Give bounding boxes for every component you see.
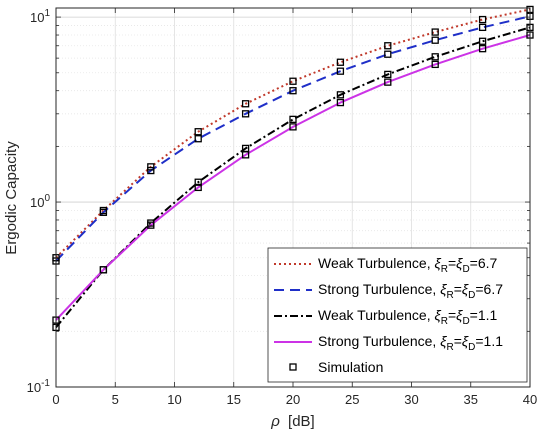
x-tick-label: 35 (464, 392, 478, 407)
x-tick-label: 40 (523, 392, 537, 407)
simulation-marker (147, 163, 155, 171)
simulation-marker (478, 23, 487, 32)
x-axis-label: ρ [dB] (270, 413, 314, 430)
simulation-marker (289, 77, 297, 85)
legend-label-part: ξ (456, 307, 463, 323)
x-tick-label: 30 (404, 392, 418, 407)
y-tick-label-exponent: 1 (44, 8, 50, 19)
series-line-4 (55, 34, 531, 321)
simulation-marker (384, 50, 392, 58)
legend-label-simulation: Simulation (318, 359, 383, 375)
simulation-marker (194, 128, 202, 136)
x-tick-label: 5 (112, 392, 119, 407)
x-axis-ticks: 0 5 10 15 20 25 30 35 40 (52, 8, 537, 407)
simulation-marker (99, 208, 108, 216)
simulation-marker (241, 110, 250, 118)
legend-label-part: =1.1 (475, 333, 503, 349)
legend-label-4: Strong Turbulence, ξR=ξD=1.1 (318, 333, 503, 353)
legend-label-part: ξ (462, 333, 469, 349)
legend-label-part: = (454, 281, 462, 297)
y-tick-label: 100 (30, 193, 50, 210)
legend-label-1: Weak Turbulence, ξR=ξD=6.7 (318, 255, 498, 275)
simulation-marker (478, 45, 487, 53)
legend-label-part: Weak Turbulence, (318, 255, 434, 271)
legend-label-part: ξ (440, 281, 447, 297)
simulation-marker (194, 183, 202, 192)
simulation-marker (336, 67, 345, 75)
simulation-marker (99, 266, 108, 274)
simulation-marker (147, 221, 155, 229)
legend-label-part: R (441, 264, 448, 275)
simulation-marker (478, 37, 487, 45)
y-tick-label: 10-1 (27, 378, 51, 395)
legend-label-part: D (468, 290, 475, 301)
simulation-marker (241, 151, 250, 159)
legend-label-part: = (448, 307, 456, 323)
legend-marker-simulation (289, 363, 297, 371)
simulation-marker (431, 36, 439, 44)
legend-label-part: D (468, 342, 475, 353)
simulation-marker (194, 178, 202, 186)
legend-label-part: R (441, 316, 448, 327)
simulation-marker (336, 58, 345, 66)
series-line-3 (55, 26, 531, 329)
simulation-marker (289, 87, 297, 95)
x-tick-label: 0 (52, 392, 59, 407)
y-tick-label-base: 10 (30, 195, 44, 210)
legend-label-part: = (448, 255, 456, 271)
legend-label-part: =6.7 (475, 281, 503, 297)
legend-label-part: Weak Turbulence, (318, 307, 434, 323)
legend-label-part: R (446, 290, 453, 301)
x-tick-label: 10 (167, 392, 181, 407)
x-tick-label: 15 (227, 392, 241, 407)
legend-label-part: ξ (440, 333, 447, 349)
y-tick-label-exponent: 0 (44, 193, 50, 204)
simulation-marker (194, 135, 202, 143)
simulation-marker (336, 91, 345, 99)
simulation-marker (289, 123, 297, 131)
simulation-marker (289, 115, 297, 124)
simulation-marker (431, 60, 439, 69)
x-tick-label: 25 (345, 392, 359, 407)
simulation-marker (147, 166, 155, 175)
y-axis-label: Ergodic Capacity (3, 141, 20, 255)
legend-label-part: ξ (462, 281, 469, 297)
legend-label-part: =6.7 (470, 255, 498, 271)
y-tick-label-exponent: -1 (41, 378, 50, 389)
series-line-2 (55, 15, 531, 262)
series-layer (55, 8, 531, 329)
y-tick-label-base: 10 (27, 380, 41, 395)
legend-label-part: R (446, 342, 453, 353)
y-tick-label: 101 (30, 8, 50, 25)
legend-label-part: ξ (456, 255, 463, 271)
simulation-marker (241, 100, 250, 108)
legend-label-part: = (454, 333, 462, 349)
y-tick-label-base: 10 (30, 10, 44, 25)
simulation-marker (431, 28, 439, 36)
legend-label-part: D (462, 316, 469, 327)
legend-label-part: Strong Turbulence, (318, 333, 440, 349)
x-axis-label-unit: [dB] (288, 413, 315, 430)
simulation-marker (384, 78, 392, 86)
legend-label-2: Strong Turbulence, ξR=ξD=6.7 (318, 281, 503, 301)
simulation-marker (431, 53, 439, 61)
simulation-marker (384, 70, 392, 79)
legend-label-part: =1.1 (470, 307, 498, 323)
simulation-marker (384, 42, 392, 50)
legend-label-part: ξ (434, 307, 441, 323)
legend-label-3: Weak Turbulence, ξR=ξD=1.1 (318, 307, 498, 327)
legend-label-part: ξ (434, 255, 441, 271)
x-axis-label-var: ρ (270, 413, 280, 430)
simulation-marker (336, 98, 345, 107)
legend-label-part: D (462, 264, 469, 275)
x-tick-label: 20 (286, 392, 300, 407)
legend-label-part: Strong Turbulence, (318, 281, 440, 297)
simulation-marker (478, 15, 487, 24)
